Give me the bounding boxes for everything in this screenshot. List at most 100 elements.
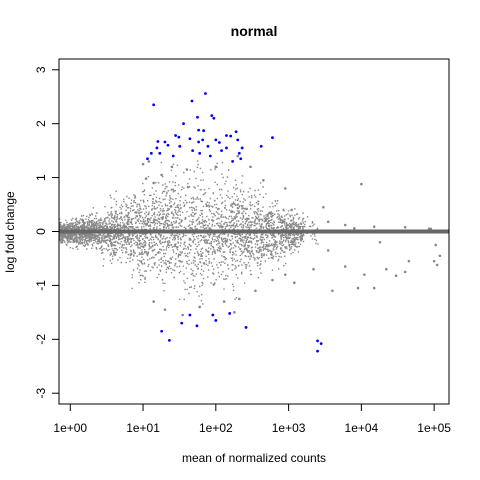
significant-point [201, 138, 205, 142]
data-point [356, 286, 360, 290]
data-point [249, 165, 252, 169]
significant-point [211, 313, 215, 317]
significant-point [188, 137, 192, 141]
significant-point [202, 129, 206, 133]
significant-point [259, 144, 263, 148]
data-point [427, 227, 431, 231]
data-point [283, 273, 287, 276]
x-axis-label: mean of normalized counts [182, 451, 326, 465]
data-point [163, 308, 167, 311]
data-point [283, 187, 287, 190]
significant-point [244, 326, 248, 329]
significant-point [196, 115, 199, 119]
x-tick-label: 1e+03 [272, 421, 306, 435]
data-point [160, 173, 163, 177]
significant-point [225, 134, 228, 137]
y-axis-label: log fold change [3, 191, 17, 273]
data-point [170, 165, 174, 169]
significant-point [167, 338, 171, 342]
significant-point [214, 319, 218, 322]
significant-point [197, 128, 201, 132]
significant-point [198, 151, 202, 155]
outlier-points [141, 154, 442, 317]
data-point [432, 259, 436, 263]
significant-point [204, 92, 207, 95]
data-point [434, 243, 437, 247]
data-point [378, 240, 382, 244]
data-point [152, 181, 155, 185]
x-tick-label: 1e+04 [345, 421, 379, 435]
data-point [372, 225, 376, 228]
significant-point [197, 140, 201, 144]
x-tick-label: 1e+00 [53, 421, 87, 435]
significant-point [210, 114, 214, 118]
significant-point [177, 135, 181, 139]
significant-points [146, 92, 323, 353]
significant-point [228, 312, 232, 315]
significant-point [231, 160, 234, 163]
significant-point [234, 130, 238, 134]
significant-point [149, 151, 153, 155]
significant-point [240, 146, 244, 150]
data-point [262, 178, 265, 182]
data-point [429, 227, 433, 231]
data-point [326, 220, 330, 224]
significant-point [316, 339, 319, 343]
x-tick-label: 1e+02 [199, 421, 233, 435]
data-point [353, 226, 356, 230]
y-tick-label: 0 [34, 228, 48, 235]
x-tick-label: 1e+01 [126, 421, 160, 435]
data-point [326, 249, 330, 252]
data-point [141, 162, 145, 166]
significant-point [225, 146, 228, 150]
significant-point [220, 149, 223, 153]
significant-point [158, 151, 162, 155]
data-point [394, 274, 398, 278]
data-point [185, 168, 189, 171]
significant-point [163, 140, 167, 144]
significant-point [171, 154, 175, 158]
y-tick-label: -1 [34, 280, 48, 291]
y-axis: -3 -2 -1 0 1 2 3 [34, 66, 59, 399]
data-point [363, 273, 366, 276]
data-point [435, 263, 439, 267]
chart-title: normal [231, 23, 278, 39]
data-point [403, 270, 407, 274]
data-point [290, 208, 293, 212]
y-tick-label: 3 [34, 66, 48, 73]
significant-point [208, 154, 212, 158]
data-point [144, 177, 148, 180]
significant-point [229, 134, 233, 138]
data-point [254, 289, 257, 293]
significant-point [319, 342, 323, 346]
significant-point [160, 329, 164, 333]
data-point [343, 265, 347, 268]
x-tick-label: 1e+05 [417, 421, 451, 435]
significant-point [316, 349, 319, 353]
y-tick-label: -3 [34, 388, 48, 399]
data-point [147, 160, 151, 163]
significant-point [239, 157, 243, 161]
data-point [372, 286, 376, 290]
data-point [152, 300, 155, 303]
y-tick-label: 2 [34, 120, 48, 127]
significant-point [188, 313, 192, 317]
data-point [312, 267, 315, 271]
data-point [214, 165, 218, 169]
significant-point [182, 122, 185, 126]
data-point [222, 300, 226, 303]
y-tick-label: -2 [34, 334, 48, 345]
significant-point [174, 134, 177, 137]
significant-point [218, 141, 221, 144]
significant-point [191, 149, 195, 153]
significant-point [237, 151, 241, 155]
data-point [181, 313, 184, 317]
significant-point [152, 103, 156, 107]
x-axis: 1e+00 1e+01 1e+02 1e+03 1e+04 1e+05 [53, 404, 451, 435]
significant-point [190, 99, 194, 103]
significant-point [156, 140, 160, 143]
significant-point [180, 321, 184, 325]
data-point [236, 154, 240, 158]
data-point [293, 281, 296, 285]
